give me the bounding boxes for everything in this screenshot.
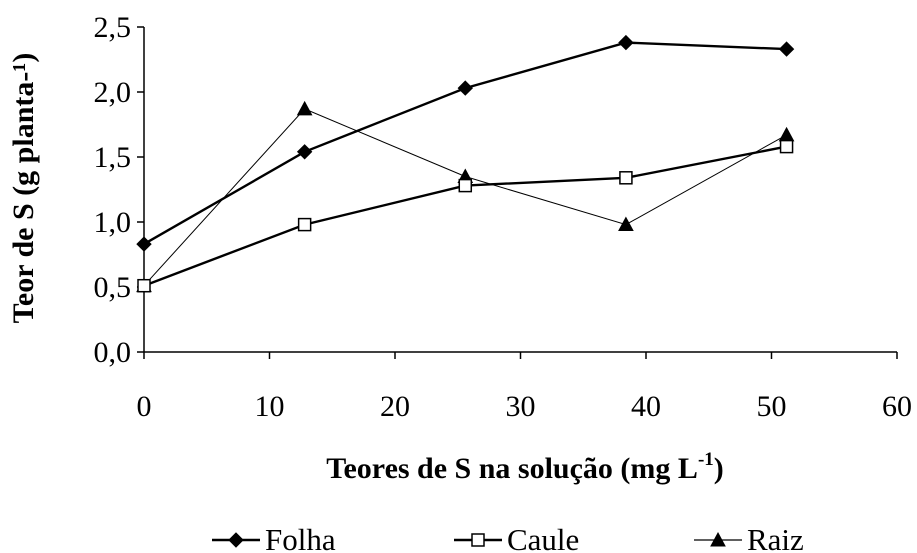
y-tick-label: 2,0 [94, 76, 132, 109]
data-point-folha [136, 236, 152, 252]
legend-label-raiz: Raiz [747, 522, 804, 553]
y-axis-label: Teor de S (g planta-¹) [7, 53, 40, 324]
x-axis-label-text: Teores de S na solução (mg L [326, 452, 698, 485]
y-tick-label: 2,5 [94, 11, 132, 44]
data-point-folha [296, 144, 313, 160]
legend-label-caule: Caule [507, 522, 579, 553]
x-axis-label: Teores de S na solução (mg L-1) [326, 449, 724, 485]
x-tick-label: 30 [506, 390, 536, 423]
x-tick-label: 40 [631, 390, 661, 423]
series-line-caule [143, 145, 787, 287]
data-point-caule [619, 171, 633, 185]
x-tick-label: 20 [380, 390, 410, 423]
legend-marker-folha [228, 532, 244, 548]
data-point-folha [618, 34, 634, 51]
data-point-caule [297, 217, 312, 232]
data-point-caule [458, 178, 473, 193]
y-ticks: 0,0 0,5 1,0 1,5 2,0 2,5 [94, 11, 144, 369]
y-tick-label: 1,5 [94, 141, 132, 174]
axes [143, 27, 897, 353]
y-tick-label: 0,0 [94, 336, 132, 369]
series-folha [136, 34, 795, 252]
x-tick-label: 60 [882, 390, 912, 423]
x-axis-label-superscript: -1 [698, 449, 714, 470]
legend: Folha Caule Raiz [212, 522, 804, 553]
series-layer [136, 34, 795, 293]
y-tick-label: 1,0 [94, 206, 132, 239]
data-point-caule [137, 278, 151, 293]
data-point-raiz [296, 100, 313, 116]
legend-marker-caule [471, 533, 485, 547]
x-tick-label: 10 [255, 390, 285, 423]
data-point-caule [779, 139, 794, 154]
data-point-raiz [618, 216, 634, 232]
legend-item-raiz: Raiz [694, 522, 804, 553]
x-tick-label: 0 [137, 390, 152, 423]
x-axis-label-close: ) [714, 452, 724, 485]
series-caule [137, 139, 794, 293]
data-point-folha [778, 41, 795, 57]
series-line-raiz [143, 108, 787, 287]
y-tick-label: 0,5 [94, 271, 132, 304]
data-point-raiz [778, 126, 795, 142]
legend-label-folha: Folha [265, 522, 336, 553]
legend-marker-raiz [710, 531, 726, 547]
legend-item-folha: Folha [212, 522, 336, 553]
x-ticks: 0 10 20 30 40 50 60 [137, 352, 912, 423]
legend-item-caule: Caule [454, 522, 579, 553]
x-tick-label: 50 [757, 390, 787, 423]
data-point-folha [457, 80, 473, 96]
series-line-folha [143, 41, 787, 246]
series-raiz [136, 100, 795, 293]
